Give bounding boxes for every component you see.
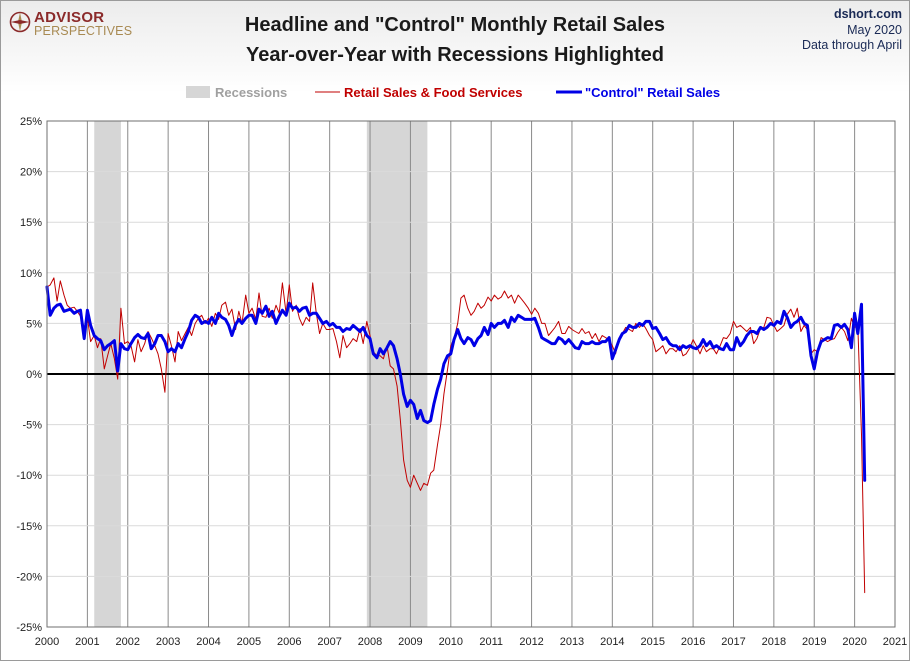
x-tick-label-2000: 2000 xyxy=(35,636,59,648)
x-tick-label-2020: 2020 xyxy=(842,636,866,648)
y-tick-label: 10% xyxy=(20,268,42,280)
x-tick-label-2008: 2008 xyxy=(358,636,382,648)
y-tick-label: 25% xyxy=(20,116,42,128)
x-tick-label-2005: 2005 xyxy=(237,636,261,648)
x-tick-label-2004: 2004 xyxy=(196,636,220,648)
y-tick-label: -25% xyxy=(16,622,42,634)
x-tick-label-2018: 2018 xyxy=(762,636,786,648)
y-tick-label: -5% xyxy=(22,420,42,432)
x-tick-label-2021: 2021 xyxy=(883,636,907,648)
legend-recession-swatch xyxy=(186,86,210,98)
x-tick-label-2014: 2014 xyxy=(600,636,624,648)
x-tick-label-2012: 2012 xyxy=(519,636,543,648)
chart-title-line-1: Headline and "Control" Monthly Retail Sa… xyxy=(244,14,666,36)
plot-border xyxy=(46,120,896,628)
x-tick-label-2006: 2006 xyxy=(277,636,301,648)
x-tick-label-2002: 2002 xyxy=(116,636,140,648)
x-tick-label-2016: 2016 xyxy=(681,636,705,648)
x-tick-label-2010: 2010 xyxy=(439,636,463,648)
source-label: dshort.com xyxy=(833,7,902,21)
y-tick-label: 0% xyxy=(26,369,42,381)
x-tick-label-2017: 2017 xyxy=(721,636,745,648)
y-tick-label: -20% xyxy=(16,571,42,583)
y-tick-label: 15% xyxy=(20,217,42,229)
control-retail-sales-line xyxy=(45,285,867,482)
advisor-perspectives-logo: ADVISOR PERSPECTIVES xyxy=(8,9,148,39)
x-tick-label-2013: 2013 xyxy=(560,636,584,648)
x-tick-label-2001: 2001 xyxy=(75,636,99,648)
y-tick-label: 20% xyxy=(20,167,42,179)
legend-control-label: "Control" Retail Sales xyxy=(585,85,720,100)
compass-icon xyxy=(9,11,31,33)
chart-title-line-2: Year-over-Year with Recessions Highlight… xyxy=(246,44,664,66)
logo-line-1: ADVISOR xyxy=(34,9,105,26)
y-tick-label: -15% xyxy=(16,521,42,533)
legend-headline-label: Retail Sales & Food Services xyxy=(344,85,522,100)
data-through-label: Data through April xyxy=(801,38,902,52)
x-tick-label-2015: 2015 xyxy=(640,636,664,648)
publish-date: May 2020 xyxy=(847,23,902,37)
x-tick-label-2019: 2019 xyxy=(802,636,826,648)
x-tick-label-2011: 2011 xyxy=(479,636,503,648)
logo-line-2: PERSPECTIVES xyxy=(34,24,133,38)
y-tick-label: 5% xyxy=(26,318,42,330)
x-tick-label-2007: 2007 xyxy=(317,636,341,648)
x-tick-label-2009: 2009 xyxy=(398,636,422,648)
legend-recessions-label: Recessions xyxy=(215,85,287,100)
y-tick-label: -10% xyxy=(16,470,42,482)
legend: Recessions Retail Sales & Food Services … xyxy=(186,85,720,100)
x-tick-label-2003: 2003 xyxy=(156,636,180,648)
